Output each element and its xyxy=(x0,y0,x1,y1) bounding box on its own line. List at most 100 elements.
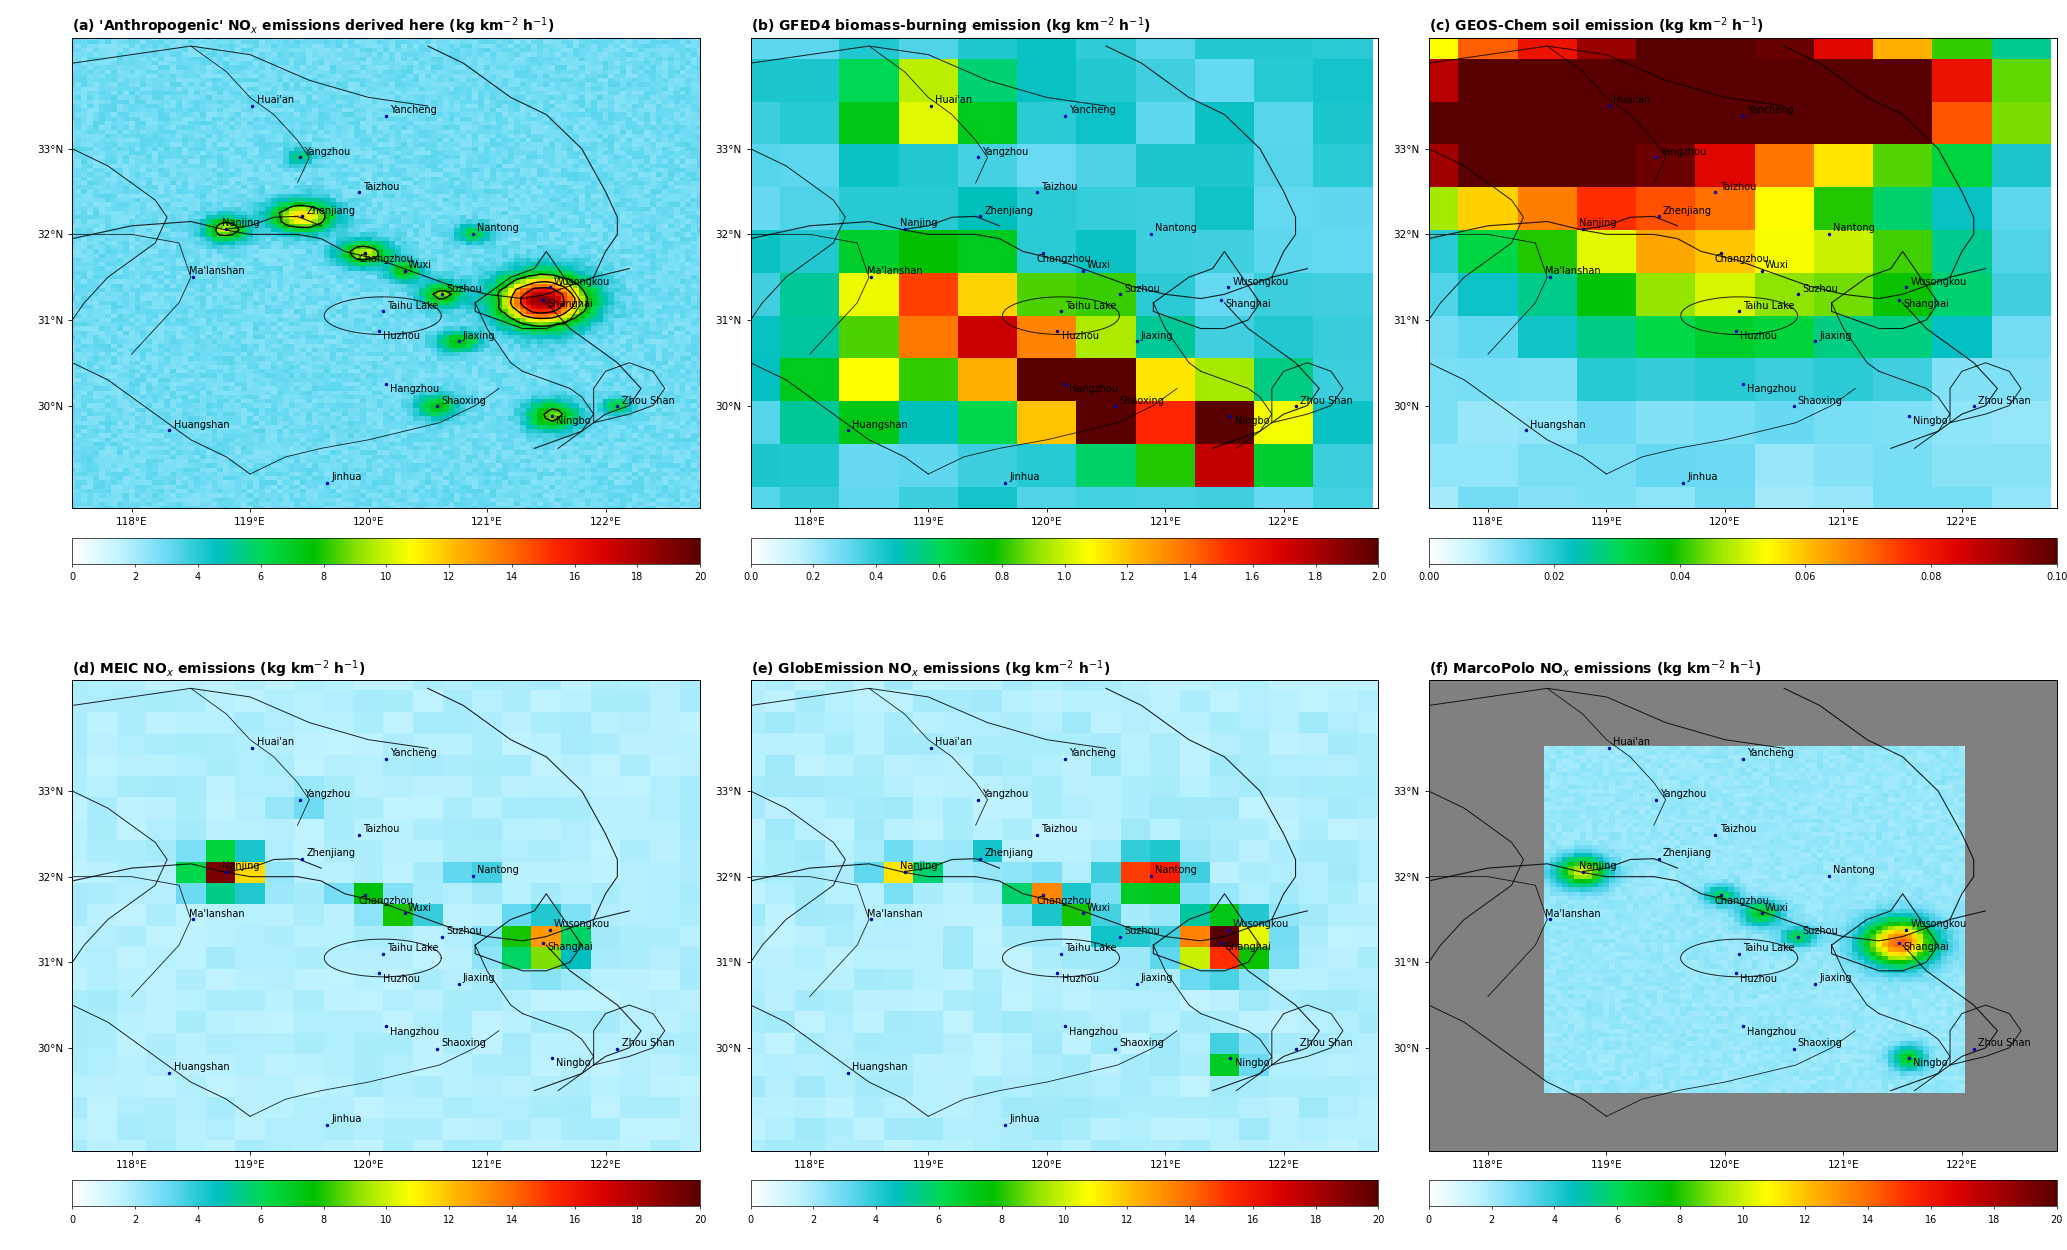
Text: Wusongkou: Wusongkou xyxy=(554,276,610,286)
Text: Nantong: Nantong xyxy=(1833,865,1875,875)
Text: Shaoxing: Shaoxing xyxy=(1120,1038,1164,1048)
Text: Yangzhou: Yangzhou xyxy=(304,789,349,799)
Text: Shanghai: Shanghai xyxy=(548,941,593,951)
Text: Changzhou: Changzhou xyxy=(358,896,413,906)
Text: Taihu Lake: Taihu Lake xyxy=(1065,301,1116,311)
Text: Huai'an: Huai'an xyxy=(1612,738,1649,748)
Text: Shanghai: Shanghai xyxy=(1226,299,1271,309)
Text: (a) 'Anthropogenic' NO$_x$ emissions derived here (kg km$^{-2}$ h$^{-1}$): (a) 'Anthropogenic' NO$_x$ emissions der… xyxy=(72,16,554,38)
Text: Jinhua: Jinhua xyxy=(1009,1114,1040,1124)
Text: Huangshan: Huangshan xyxy=(852,1062,907,1072)
Text: Yangzhou: Yangzhou xyxy=(304,146,349,156)
Text: Nanjing: Nanjing xyxy=(1579,861,1616,871)
Text: Ma'lanshan: Ma'lanshan xyxy=(868,909,922,919)
Text: Nantong: Nantong xyxy=(477,865,519,875)
Text: Taihu Lake: Taihu Lake xyxy=(387,942,438,952)
Text: Taizhou: Taizhou xyxy=(1042,824,1077,834)
Text: Taizhou: Taizhou xyxy=(1042,181,1077,191)
Text: Suzhou: Suzhou xyxy=(1124,284,1160,294)
Text: Shaoxing: Shaoxing xyxy=(1798,396,1842,406)
Text: Yangzhou: Yangzhou xyxy=(982,789,1029,799)
Text: Shaoxing: Shaoxing xyxy=(442,396,486,406)
Text: Jiaxing: Jiaxing xyxy=(1141,330,1174,340)
Text: Wusongkou: Wusongkou xyxy=(1910,276,1966,286)
Text: Nantong: Nantong xyxy=(1155,222,1197,232)
Text: Taihu Lake: Taihu Lake xyxy=(1742,942,1794,952)
Text: Jiaxing: Jiaxing xyxy=(1141,972,1174,982)
Text: Wuxi: Wuxi xyxy=(1765,902,1788,912)
Text: Huangshan: Huangshan xyxy=(174,420,229,430)
Text: Zhou Shan: Zhou Shan xyxy=(622,1038,674,1048)
Text: Wuxi: Wuxi xyxy=(1087,260,1110,270)
Text: Zhou Shan: Zhou Shan xyxy=(1978,1038,2030,1048)
Text: Yancheng: Yancheng xyxy=(1069,105,1116,115)
Text: Changzhou: Changzhou xyxy=(1714,896,1769,906)
Text: Nanjing: Nanjing xyxy=(223,219,260,229)
Text: Huzhou: Huzhou xyxy=(1740,974,1778,984)
Text: Hangzhou: Hangzhou xyxy=(1747,1026,1796,1036)
Text: Taizhou: Taizhou xyxy=(1720,181,1757,191)
Text: Shanghai: Shanghai xyxy=(1904,299,1949,309)
Text: Wuxi: Wuxi xyxy=(1087,902,1110,912)
Text: Yangzhou: Yangzhou xyxy=(982,146,1029,156)
Text: Taihu Lake: Taihu Lake xyxy=(1065,942,1116,952)
Text: Jiaxing: Jiaxing xyxy=(1819,330,1852,340)
Text: Huai'an: Huai'an xyxy=(934,738,971,748)
Text: Zhenjiang: Zhenjiang xyxy=(1662,848,1711,858)
Bar xyxy=(1548,749,1962,1091)
Text: Jinhua: Jinhua xyxy=(1687,471,1718,481)
Text: Jinhua: Jinhua xyxy=(1009,471,1040,481)
Text: (b) GFED4 biomass-burning emission (kg km$^{-2}$ h$^{-1}$): (b) GFED4 biomass-burning emission (kg k… xyxy=(750,16,1149,38)
Text: Changzhou: Changzhou xyxy=(1036,896,1091,906)
Text: Ma'lanshan: Ma'lanshan xyxy=(188,909,244,919)
Text: Jiaxing: Jiaxing xyxy=(463,972,496,982)
Text: Jinhua: Jinhua xyxy=(331,1114,362,1124)
Text: Hangzhou: Hangzhou xyxy=(391,1026,440,1036)
Text: Huai'an: Huai'an xyxy=(256,738,294,748)
Text: Hangzhou: Hangzhou xyxy=(1069,1026,1118,1036)
Text: Wusongkou: Wusongkou xyxy=(1232,276,1288,286)
Text: Taizhou: Taizhou xyxy=(364,824,399,834)
Text: Taihu Lake: Taihu Lake xyxy=(1742,301,1794,311)
Text: Suzhou: Suzhou xyxy=(1802,284,1838,294)
Text: Nanjing: Nanjing xyxy=(223,861,260,871)
Text: Wuxi: Wuxi xyxy=(407,260,432,270)
Text: Ningbo: Ningbo xyxy=(556,1059,591,1069)
Text: Suzhou: Suzhou xyxy=(446,926,482,936)
Text: Nantong: Nantong xyxy=(1833,222,1875,232)
Text: Taizhou: Taizhou xyxy=(1720,824,1757,834)
Text: Huzhou: Huzhou xyxy=(1062,974,1098,984)
Text: Ma'lanshan: Ma'lanshan xyxy=(1546,266,1602,276)
Text: Ningbo: Ningbo xyxy=(1234,416,1269,426)
Text: Zhenjiang: Zhenjiang xyxy=(984,205,1034,215)
Text: Nanjing: Nanjing xyxy=(901,861,938,871)
Text: Wuxi: Wuxi xyxy=(407,902,432,912)
Text: (f) MarcoPolo NO$_x$ emissions (kg km$^{-2}$ h$^{-1}$): (f) MarcoPolo NO$_x$ emissions (kg km$^{… xyxy=(1428,659,1761,680)
Text: Changzhou: Changzhou xyxy=(1714,254,1769,264)
Text: Nantong: Nantong xyxy=(1155,865,1197,875)
Text: Yangzhou: Yangzhou xyxy=(1660,146,1707,156)
Text: Wuxi: Wuxi xyxy=(1765,260,1788,270)
Text: Taizhou: Taizhou xyxy=(364,181,399,191)
Text: Shaoxing: Shaoxing xyxy=(1120,396,1164,406)
Text: Huzhou: Huzhou xyxy=(382,974,420,984)
Text: Nanjing: Nanjing xyxy=(1579,219,1616,229)
Text: Suzhou: Suzhou xyxy=(1124,926,1160,936)
Text: Hangzhou: Hangzhou xyxy=(391,385,440,395)
Text: Shaoxing: Shaoxing xyxy=(1798,1038,1842,1048)
Text: Yancheng: Yancheng xyxy=(1069,748,1116,758)
Text: Zhou Shan: Zhou Shan xyxy=(622,396,674,406)
Text: Yancheng: Yancheng xyxy=(391,748,438,758)
Text: (d) MEIC NO$_x$ emissions (kg km$^{-2}$ h$^{-1}$): (d) MEIC NO$_x$ emissions (kg km$^{-2}$ … xyxy=(72,659,366,680)
Text: Ningbo: Ningbo xyxy=(1234,1059,1269,1069)
Text: Huangshan: Huangshan xyxy=(1530,420,1585,430)
Text: Ningbo: Ningbo xyxy=(556,416,591,426)
Text: Wusongkou: Wusongkou xyxy=(1232,919,1288,929)
Text: Yangzhou: Yangzhou xyxy=(1660,789,1707,799)
Text: Taihu Lake: Taihu Lake xyxy=(387,301,438,311)
Text: Shanghai: Shanghai xyxy=(548,299,593,309)
Text: Nanjing: Nanjing xyxy=(901,219,938,229)
Text: Shanghai: Shanghai xyxy=(1904,941,1949,951)
Text: (c) GEOS-Chem soil emission (kg km$^{-2}$ h$^{-1}$): (c) GEOS-Chem soil emission (kg km$^{-2}… xyxy=(1428,16,1763,38)
Text: Jinhua: Jinhua xyxy=(331,471,362,481)
